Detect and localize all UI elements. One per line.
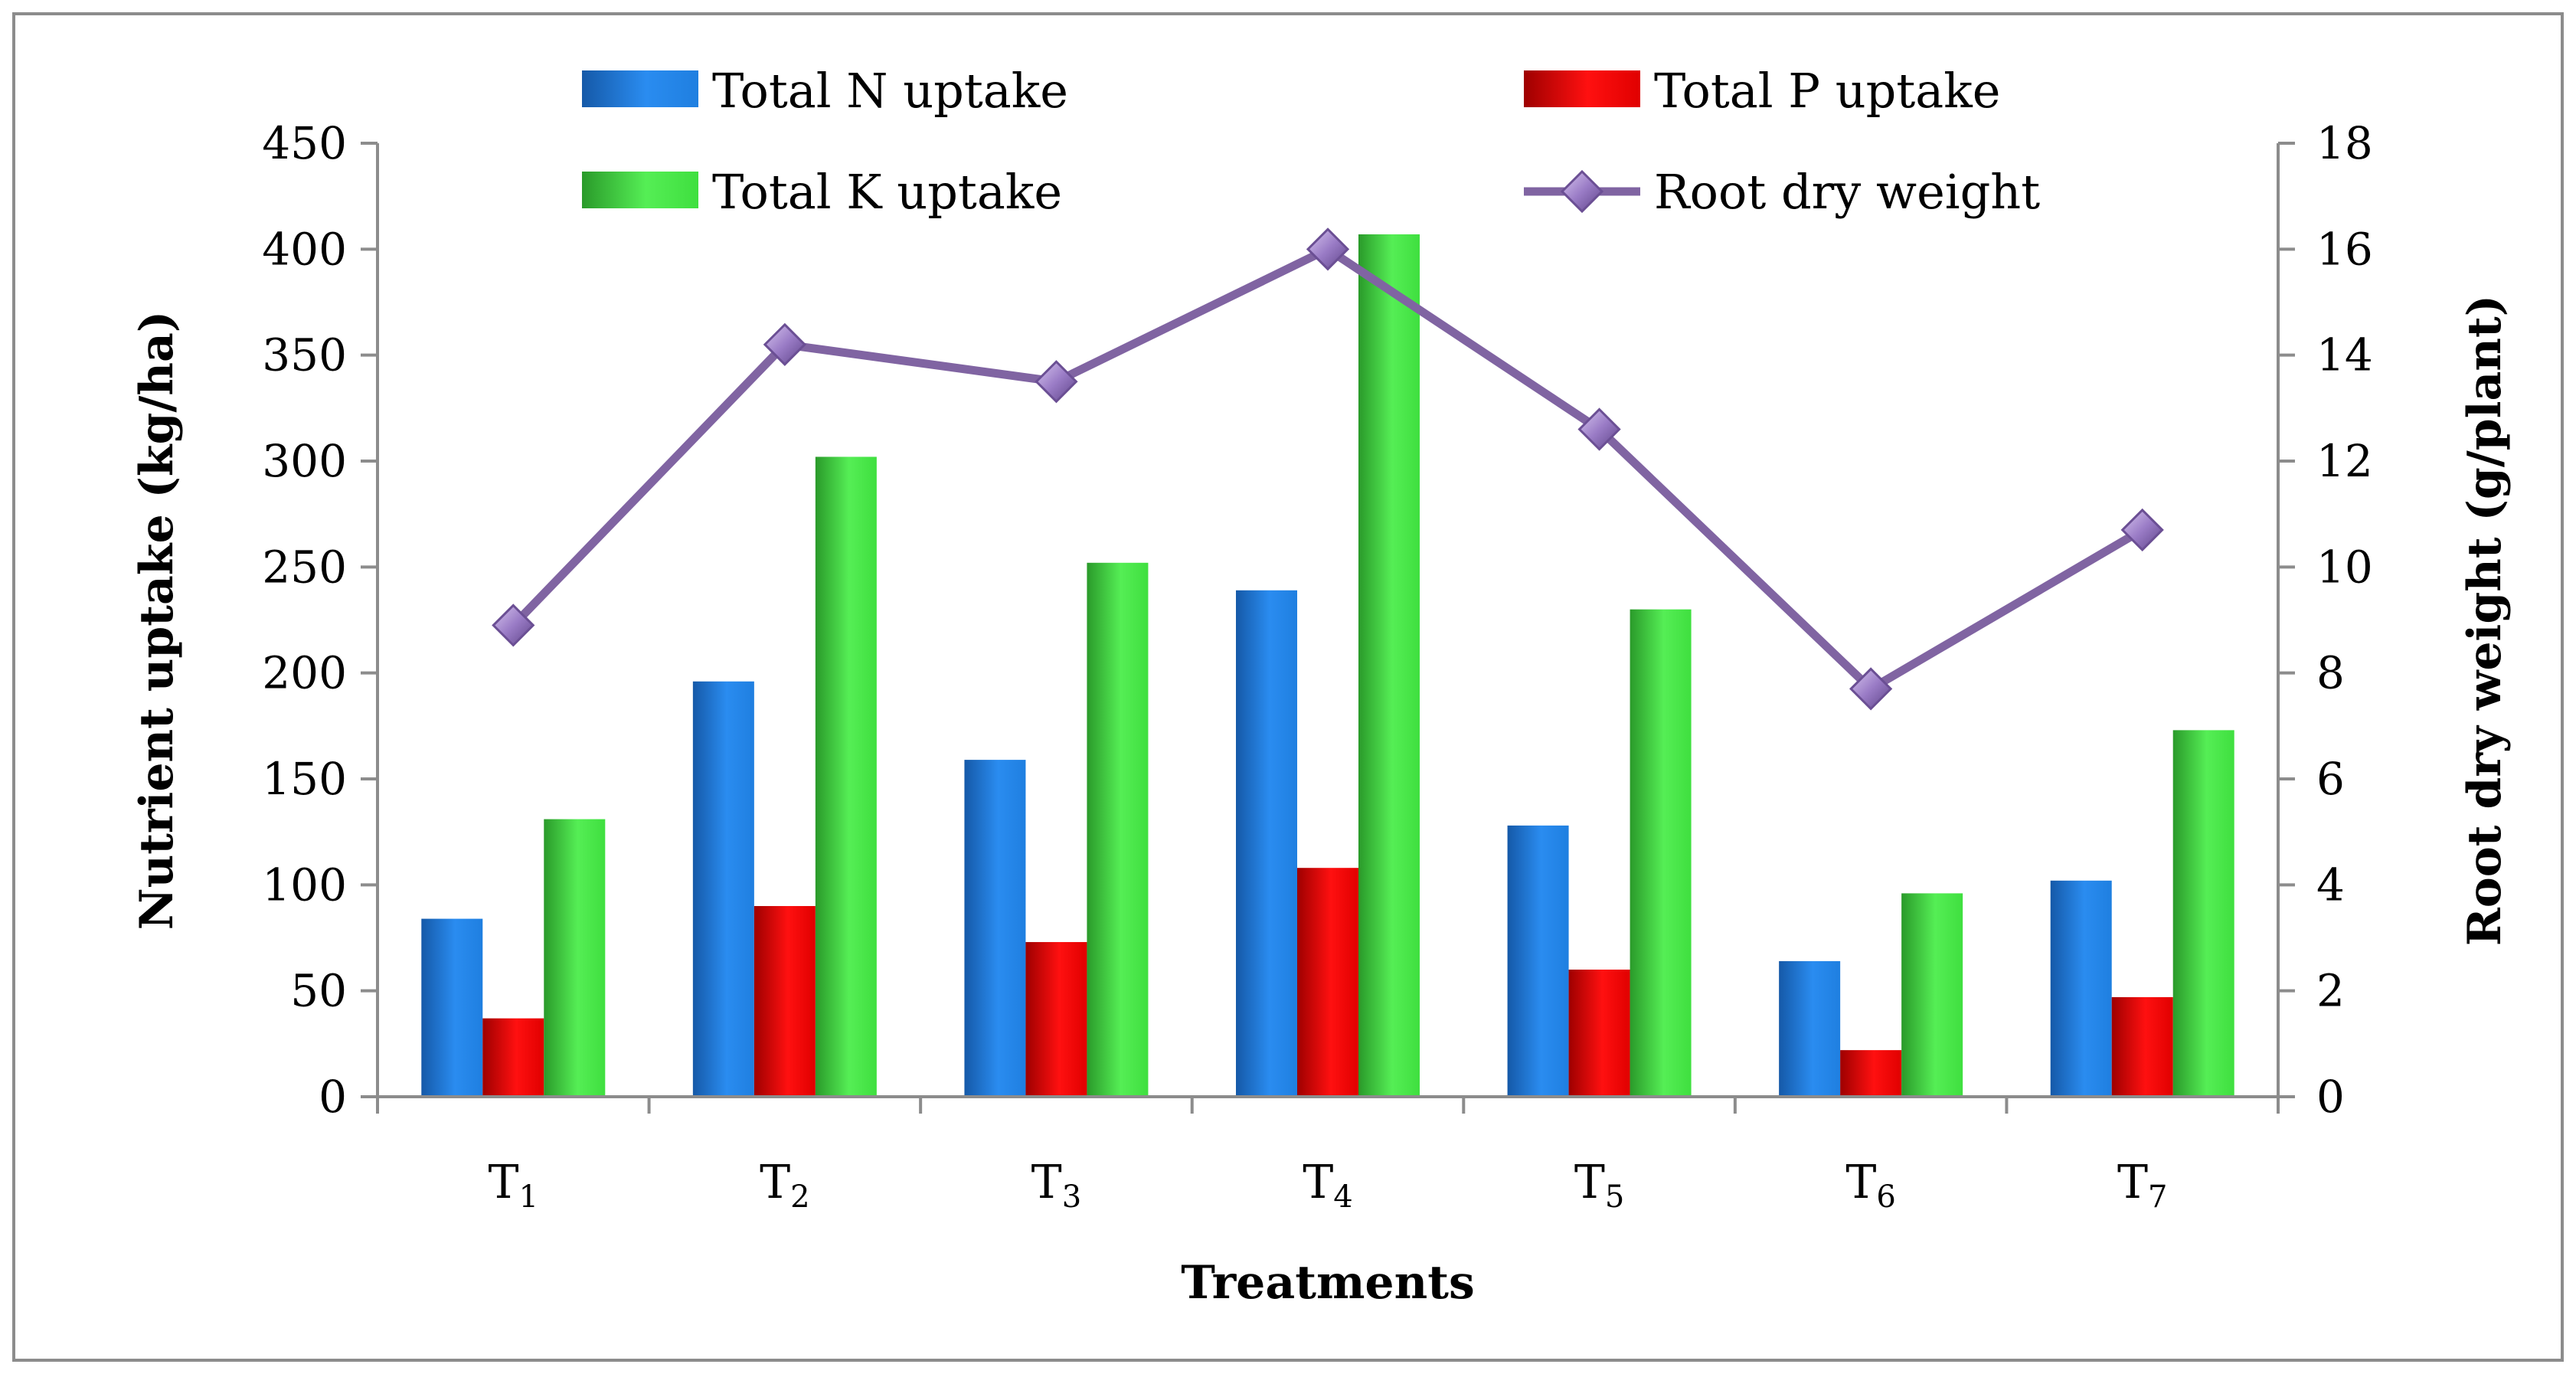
bar-k-uptake xyxy=(1630,609,1692,1097)
x-axis-title: Treatments xyxy=(1181,1256,1474,1310)
plot-area xyxy=(421,227,2234,1097)
bar-p-uptake xyxy=(1297,868,1358,1097)
x-tick-label: T4 xyxy=(1303,1156,1352,1215)
bar-n-uptake xyxy=(2050,880,2112,1097)
y-tick-label: 300 xyxy=(262,435,347,487)
y2-tick-label: 12 xyxy=(2316,435,2373,487)
y2-tick-label: 18 xyxy=(2316,117,2373,169)
legend-label: Total K uptake xyxy=(712,164,1062,220)
point-root-dry-weight xyxy=(763,322,806,366)
point-root-dry-weight xyxy=(1849,667,1893,711)
y-tick-label: 200 xyxy=(262,647,347,699)
y2-tick-label: 16 xyxy=(2316,223,2373,275)
y-tick-label: 350 xyxy=(262,329,347,381)
y-tick-label: 100 xyxy=(262,859,347,911)
x-tick-label: T3 xyxy=(1031,1156,1081,1215)
legend-marker xyxy=(1560,169,1604,214)
x-tick-label: T5 xyxy=(1574,1156,1624,1215)
bar-k-uptake xyxy=(1087,562,1149,1097)
bar-k-uptake xyxy=(544,819,606,1097)
bar-p-uptake xyxy=(2111,996,2173,1097)
legend-item-root-dry-weight: Root dry weight xyxy=(1524,164,2040,220)
legend-swatch xyxy=(582,70,698,107)
bar-p-uptake xyxy=(482,1018,544,1097)
x-tick-label: T1 xyxy=(489,1156,538,1215)
legend-swatch xyxy=(582,172,698,208)
y2-tick-label: 0 xyxy=(2316,1071,2345,1123)
legend-label: Total P uptake xyxy=(1654,63,2000,119)
y-tick-label: 250 xyxy=(262,541,347,593)
point-root-dry-weight xyxy=(2120,508,2164,552)
bar-n-uptake xyxy=(1236,590,1297,1097)
bar-p-uptake xyxy=(754,906,816,1097)
y2-tick-label: 2 xyxy=(2316,965,2345,1017)
y2-tick-label: 6 xyxy=(2316,753,2345,805)
bar-n-uptake xyxy=(421,918,483,1097)
x-tick-label: T2 xyxy=(760,1156,809,1215)
bar-n-uptake xyxy=(692,681,754,1097)
y-tick-label: 450 xyxy=(262,117,347,169)
x-tick-label: T6 xyxy=(1845,1156,1895,1215)
bar-n-uptake xyxy=(964,760,1026,1097)
y2-tick-label: 8 xyxy=(2316,647,2345,699)
point-root-dry-weight xyxy=(1306,227,1350,271)
point-root-dry-weight xyxy=(1577,407,1621,451)
legend-label: Total N uptake xyxy=(712,63,1068,119)
bar-k-uptake xyxy=(2172,730,2234,1097)
legend-item-n-uptake: Total N uptake xyxy=(582,63,1068,119)
bar-n-uptake xyxy=(1507,825,1569,1097)
legend: Total N uptake Total P uptake Total K upta… xyxy=(582,63,2040,220)
y2-tick-label: 14 xyxy=(2316,329,2373,381)
y-tick-label: 50 xyxy=(290,965,347,1017)
bar-k-uptake xyxy=(1358,234,1420,1097)
bar-k-uptake xyxy=(815,456,877,1097)
bar-p-uptake xyxy=(1840,1050,1902,1097)
bar-k-uptake xyxy=(1901,893,1963,1097)
y2-axis-title: Root dry weight (g/plant) xyxy=(2458,295,2512,946)
legend-item-k-uptake: Total K uptake xyxy=(582,164,1062,220)
y-tick-label: 0 xyxy=(319,1071,347,1123)
legend-label: Root dry weight xyxy=(1654,164,2040,220)
y-axis-title: Nutrient uptake (kg/ha) xyxy=(130,311,184,931)
bar-p-uptake xyxy=(1025,942,1087,1097)
legend-swatch xyxy=(1524,70,1640,107)
axes: 0 50 100 150 200 250 300 350 400 450 0 2 4 6 8 10 12 14 16… xyxy=(262,117,2373,1215)
y-tick-label: 400 xyxy=(262,223,347,275)
point-root-dry-weight xyxy=(492,604,535,647)
bar-n-uptake xyxy=(1779,960,1841,1097)
bar-p-uptake xyxy=(1568,970,1630,1097)
x-tick-label: T7 xyxy=(2117,1156,2167,1215)
y2-tick-label: 4 xyxy=(2316,859,2345,911)
y2-tick-label: 10 xyxy=(2316,541,2373,593)
legend-item-p-uptake: Total P uptake xyxy=(1524,63,2000,119)
y-tick-label: 150 xyxy=(262,753,347,805)
point-root-dry-weight xyxy=(1035,360,1078,404)
